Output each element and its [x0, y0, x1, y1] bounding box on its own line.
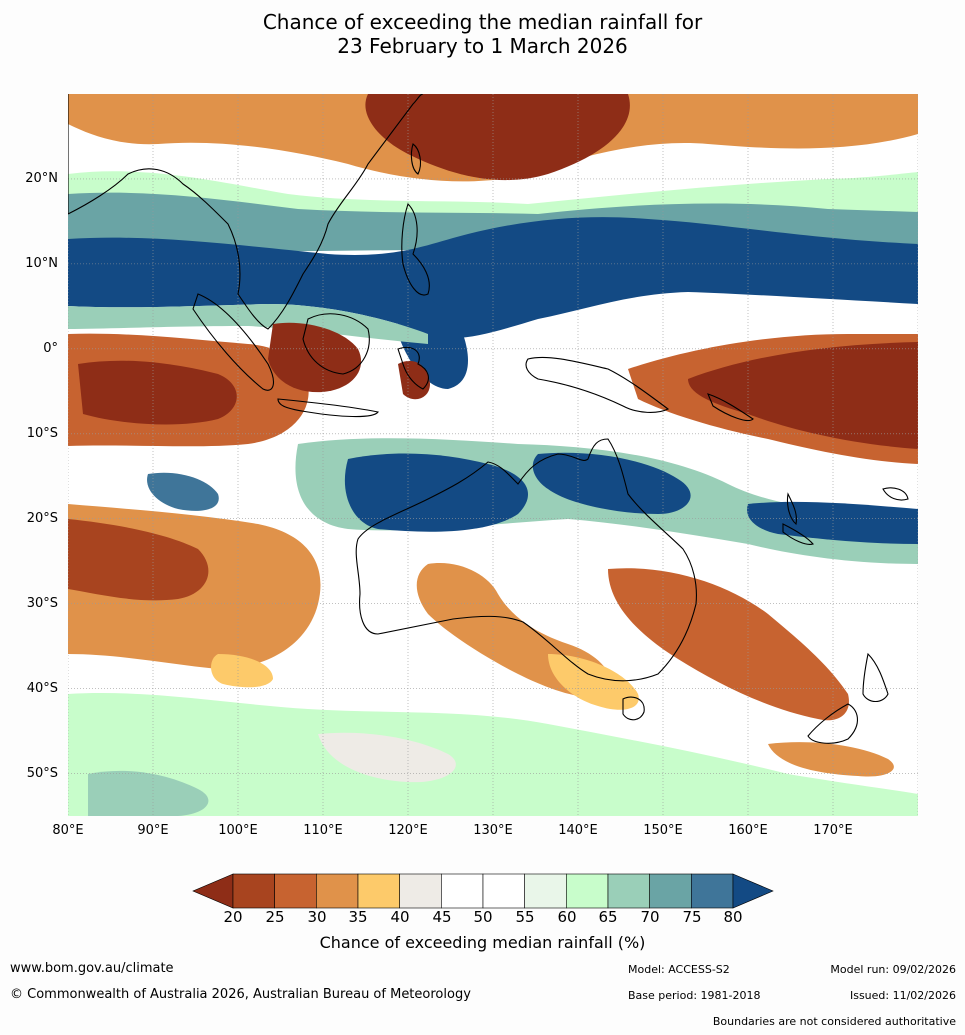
new-guinea-coastline: [525, 356, 670, 413]
colorbar-tick-35: 35: [348, 908, 368, 926]
colorbar-tick-50: 50: [473, 908, 493, 926]
colorbar-cell-c50_55: [482, 873, 525, 909]
tasmania-coastline: [622, 696, 645, 721]
region-northern-australia-wet: [344, 453, 528, 532]
region-borneo-dry: [268, 322, 362, 393]
model-name: Model: ACCESS-S2: [628, 963, 730, 976]
fiji-coastline: [882, 487, 909, 501]
region-indian-ocean-very-dry: [78, 360, 237, 425]
copyright-text: © Commonwealth of Australia 2026, Austra…: [10, 987, 471, 1002]
lon-label-130e: 130°E: [473, 823, 513, 838]
lat-label-10s: 10°S: [26, 426, 58, 441]
colorbar-cell-c35_40: [357, 873, 400, 909]
colorbar-arrow-high: [732, 873, 774, 909]
new-zealand-north-island: [862, 652, 889, 703]
colorbar-cell-c60_65: [566, 873, 609, 909]
sumatra-coastline: [192, 293, 274, 391]
lon-label-110e: 110°E: [303, 823, 343, 838]
lon-label-80e: 80°E: [52, 823, 84, 838]
lon-label-160e: 160°E: [728, 823, 768, 838]
rainfall-map[interactable]: [68, 94, 918, 816]
colorbar-cell-c40_45: [399, 873, 442, 909]
rainfall-probability-regions: [68, 94, 918, 464]
title-line-2: 23 February to 1 March 2026: [337, 34, 628, 58]
taiwan-coastline: [410, 143, 422, 175]
colorbar-tick-70: 70: [640, 908, 660, 926]
colorbar-tick-40: 40: [390, 908, 410, 926]
colorbar-tick-65: 65: [598, 908, 618, 926]
colorbar-tick-30: 30: [307, 908, 327, 926]
colorbar-tick-75: 75: [682, 908, 702, 926]
region-west-indian-ocean-wet: [147, 472, 219, 511]
lat-label-20s: 20°S: [26, 511, 58, 526]
region-southern-ocean-grey: [318, 732, 456, 783]
lon-label-100e: 100°E: [218, 823, 258, 838]
region-tasman-pale: [548, 654, 639, 710]
rainfall-probability-regions-south: [68, 438, 918, 816]
colorbar-cell-c75_80: [691, 873, 734, 909]
coastlines: [68, 94, 909, 744]
colorbar-arrow-low: [192, 873, 234, 909]
lon-label-170e: 170°E: [813, 823, 853, 838]
colorbar-tick-25: 25: [265, 908, 285, 926]
colorbar-cell-c65_70: [607, 873, 650, 909]
boundaries-note: Boundaries are not considered authoritat…: [712, 1015, 956, 1028]
sulawesi-coastline: [397, 346, 429, 390]
colorbar-tick-45: 45: [432, 908, 452, 926]
australia-coastline: [355, 438, 697, 682]
colorbar-label: Chance of exceeding median rainfall (%): [319, 933, 646, 952]
region-south-china-dry: [365, 94, 630, 181]
philippines-coastline: [401, 202, 430, 296]
issued-date: Issued: 11/02/2026: [849, 989, 956, 1002]
lat-label-0: 0°: [43, 341, 58, 356]
lat-label-40s: 40°S: [26, 681, 58, 696]
region-sw-pale-dry: [211, 654, 273, 688]
region-tasman-dry: [608, 568, 849, 721]
map-canvas[interactable]: [68, 94, 918, 816]
java-coastline: [277, 398, 379, 418]
borneo-coastline: [302, 313, 370, 375]
lon-label-120e: 120°E: [388, 823, 428, 838]
colorbar-cell-c30_35: [316, 873, 359, 909]
lon-label-140e: 140°E: [558, 823, 598, 838]
colorbar-cell-c55_60: [524, 873, 567, 909]
lat-label-50s: 50°S: [26, 766, 58, 781]
chart-title: Chance of exceeding the median rainfall …: [0, 10, 965, 58]
colorbar-cell-c25_30: [274, 873, 317, 909]
colorbar-cell-c70_75: [649, 873, 692, 909]
lon-label-150e: 150°E: [643, 823, 683, 838]
title-line-1: Chance of exceeding the median rainfall …: [262, 10, 703, 34]
colorbar-tick-55: 55: [515, 908, 535, 926]
new-caledonia-coastline: [782, 523, 814, 545]
model-run-date: Model run: 09/02/2026: [830, 963, 956, 976]
solomon-islands-coastline: [707, 393, 754, 422]
colorbar-tick-80: 80: [723, 908, 743, 926]
lat-label-10n: 10°N: [25, 256, 58, 271]
colorbar-cell-c20_25: [232, 873, 275, 909]
new-zealand-south-island: [807, 703, 858, 744]
region-south-pacific-dry: [768, 742, 894, 777]
base-period: Base period: 1981-2018: [628, 989, 761, 1002]
graticule-lines: [68, 94, 918, 816]
colorbar-tick-20: 20: [223, 908, 243, 926]
region-south-indian-ocean-very-dry: [68, 519, 209, 601]
region-pacific-very-dry: [688, 342, 918, 449]
colorbar-tick-60: 60: [557, 908, 577, 926]
region-gulf-wet: [532, 452, 691, 514]
lat-label-30s: 30°S: [26, 596, 58, 611]
region-southern-ocean-teal: [88, 770, 209, 816]
lat-label-20n: 20°N: [25, 171, 58, 186]
colorbar-cell-c45_50: [441, 873, 484, 909]
asia-mainland-coastline: [68, 94, 424, 330]
website-link[interactable]: www.bom.gov.au/climate: [10, 961, 174, 976]
vanuatu-coastline: [786, 492, 797, 526]
lon-label-90e: 90°E: [137, 823, 169, 838]
